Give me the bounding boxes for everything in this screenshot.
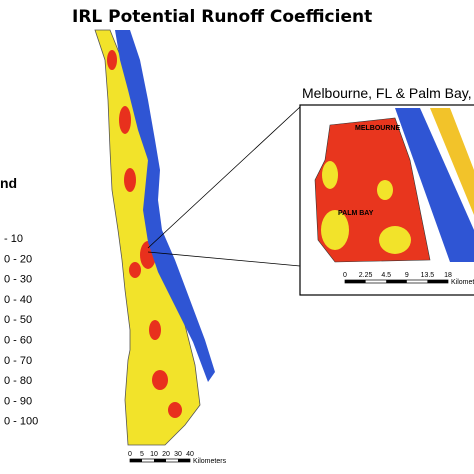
legend-item: - 10 xyxy=(4,233,23,245)
urban-area xyxy=(149,320,161,340)
low-runoff-area xyxy=(321,210,349,250)
low-runoff-area xyxy=(379,226,411,254)
legend-item: 0 - 20 xyxy=(4,253,32,265)
inset-barrier-island xyxy=(430,108,474,215)
map-title: IRL Potential Runoff Coefficient xyxy=(72,7,372,27)
inset-low-runoff xyxy=(321,161,411,254)
scale-unit: Kilometers xyxy=(451,279,474,286)
lagoon-water xyxy=(115,30,215,382)
legend-item: 0 - 40 xyxy=(4,294,32,306)
low-runoff-area xyxy=(322,161,338,189)
city-label: MELBOURNE xyxy=(355,125,400,132)
scale-tick-label: 18 xyxy=(444,272,452,279)
urban-area xyxy=(107,50,117,70)
legend-item: 0 - 70 xyxy=(4,355,32,367)
city-label: PALM BAY xyxy=(338,210,374,217)
high-runoff-areas xyxy=(107,50,182,418)
scale-bar-segment xyxy=(427,280,448,283)
inset-scale-bar: 0 2.25 4.5 9 13.5 18Kilometers xyxy=(343,272,474,286)
scale-tick-label: 10 xyxy=(150,451,158,458)
scale-tick-label: 0 xyxy=(128,451,132,458)
scale-bar-segment xyxy=(386,280,407,283)
scale-tick-label: 4.5 xyxy=(381,272,391,279)
scale-tick-label: 5 xyxy=(140,451,144,458)
urban-area xyxy=(124,168,136,192)
legend-item: 0 - 50 xyxy=(4,314,32,326)
legend-item: 0 - 60 xyxy=(4,335,32,347)
connector-line xyxy=(147,251,301,267)
scale-bar-segment xyxy=(154,459,166,462)
scale-tick-label: 30 xyxy=(174,451,182,458)
legend-item: 0 - 30 xyxy=(4,274,32,286)
scale-bar-segment xyxy=(178,459,190,462)
urban-area xyxy=(152,370,168,390)
urban-area xyxy=(119,106,131,134)
inset-lagoon xyxy=(395,108,474,262)
scale-tick-label: 0 xyxy=(343,272,347,279)
legend-item: 0 - 80 xyxy=(4,375,32,387)
scale-bar-segment xyxy=(345,280,366,283)
scale-tick-label: 9 xyxy=(405,272,409,279)
scale-tick-label: 13.5 xyxy=(421,272,435,279)
scale-unit: Kilometers xyxy=(193,458,227,465)
scale-tick-label: 20 xyxy=(162,451,170,458)
connector-line xyxy=(147,106,301,249)
legend-title: nd xyxy=(0,175,17,191)
legend: - 10 0 - 20 0 - 30 0 - 40 0 - 50 0 - 60 0 - 70… xyxy=(4,233,38,428)
scale-tick-label: 40 xyxy=(186,451,194,458)
legend-item: 0 - 100 xyxy=(4,416,38,428)
scale-bar-segment xyxy=(130,459,142,462)
legend-item: 0 - 90 xyxy=(4,395,32,407)
urban-area xyxy=(129,262,141,278)
urban-area xyxy=(168,402,182,418)
inset-title: Melbourne, FL & Palm Bay, xyxy=(302,85,472,101)
low-runoff-area xyxy=(377,180,393,200)
scale-tick-label: 2.25 xyxy=(359,272,373,279)
